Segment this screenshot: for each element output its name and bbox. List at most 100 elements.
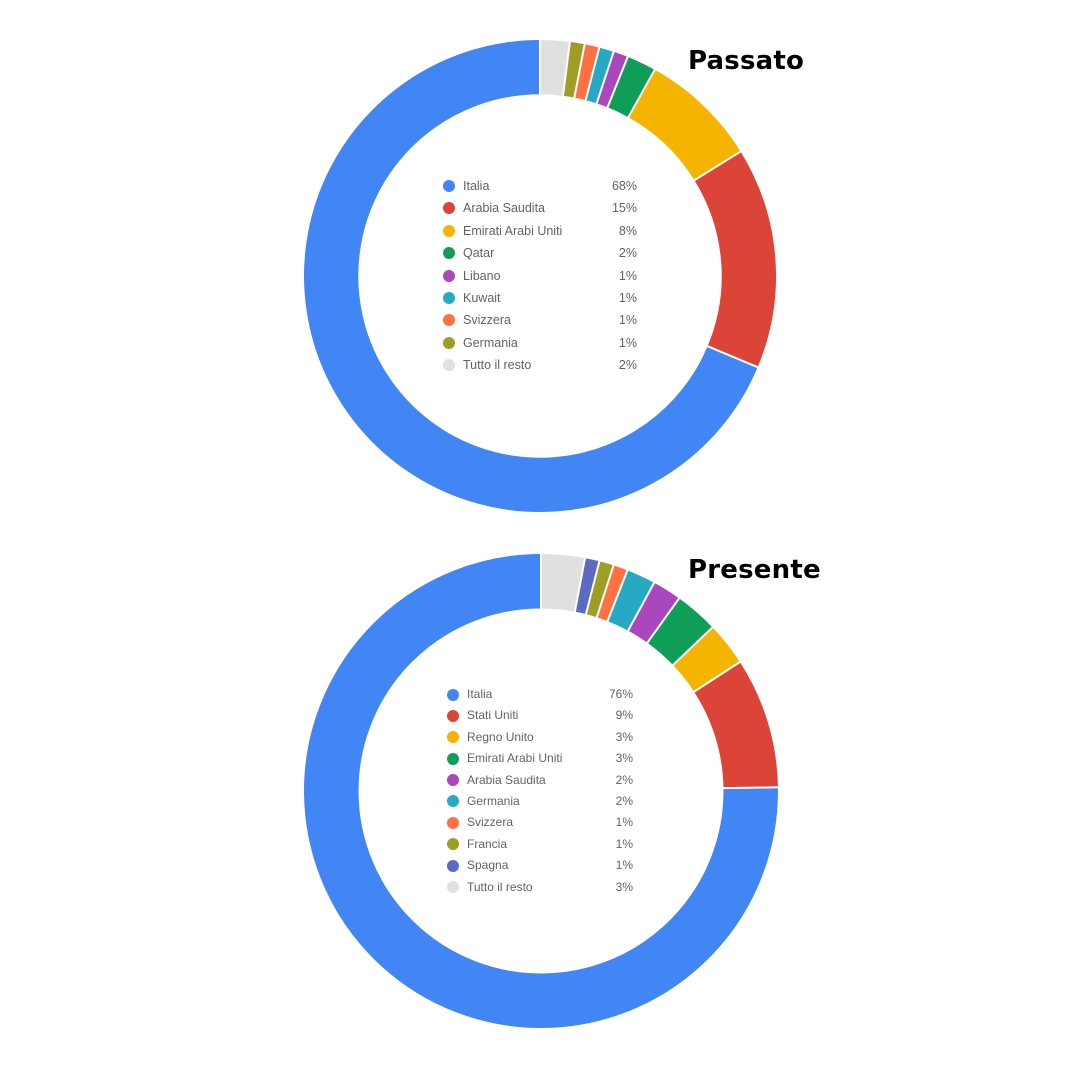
legend-label: Spagna [467, 858, 509, 873]
legend-label: Francia [467, 836, 508, 851]
legend-swatch [443, 202, 455, 215]
legend-label: Italia [467, 687, 493, 701]
slice-qatar [607, 56, 655, 118]
slice-emirati-arabi-uniti [627, 69, 741, 181]
legend-label: Kuwait [463, 290, 501, 305]
legend-swatch [447, 838, 459, 851]
slice-italia [304, 40, 758, 512]
legend-swatch [443, 247, 455, 260]
legend-item-svizzera: Svizzera 1% [447, 812, 637, 833]
legend-label: Arabia Saudita [467, 772, 546, 787]
legend-value: 2% [618, 246, 637, 261]
legend-label: Germania [467, 793, 520, 808]
slice-separator [706, 344, 759, 369]
legend-label: Germania [463, 335, 518, 350]
legend-value: 1% [618, 313, 637, 328]
legend-value: 8% [618, 223, 637, 238]
legend-label: Emirati Arabi Uniti [467, 751, 563, 766]
chart-title: Presente [688, 555, 821, 585]
slice-svizzera [596, 565, 628, 622]
legend-value: 2% [618, 358, 637, 373]
slice-separator [573, 556, 587, 613]
legend-swatch [447, 752, 459, 765]
legend-label: Tutto il resto [463, 358, 532, 373]
legend-label: Svizzera [467, 815, 514, 830]
slice-separator [626, 581, 656, 633]
legend-label: Qatar [463, 246, 495, 261]
legend-item-arabia-saudita: Arabia Saudita 2% [447, 770, 637, 791]
legend-item-kuwait: Kuwait 1% [443, 287, 641, 309]
legend-swatch [447, 881, 459, 894]
legend-value: 3% [615, 879, 633, 894]
legend-swatch [447, 795, 459, 808]
legend-swatch [443, 314, 455, 327]
legend-item-spagna: Spagna 1% [447, 855, 637, 876]
slice-separator [584, 560, 601, 616]
slice-separator [606, 569, 629, 623]
slice-separator [626, 68, 657, 119]
legend-item-emirati-arabi-uniti: Emirati Arabi Uniti 3% [447, 748, 637, 769]
legend-swatch [443, 359, 455, 372]
legend-value: 9% [615, 708, 633, 723]
presente-donut-chart [304, 553, 779, 1028]
legend-item-libano: Libano 1% [443, 265, 641, 287]
slice-arabia-saudita [627, 582, 680, 643]
slice-germania [607, 570, 655, 631]
legend-swatch [447, 731, 459, 744]
legend-value: 15% [611, 201, 637, 216]
passato-donut-chart [304, 39, 776, 512]
legend-swatch [443, 180, 455, 192]
legend-item-tutto-il-resto: Tutto il resto 2% [443, 354, 641, 376]
slice-separator [693, 150, 742, 182]
legend-item-francia: Francia 1% [447, 834, 637, 855]
chart-legend: Italia 76% Stati Uniti 9% Regno Unito 3% Emira… [447, 684, 637, 898]
legend-swatch [443, 224, 455, 237]
legend-item-emirati-arabi-uniti: Emirati Arabi Uniti 8% [443, 220, 641, 242]
legend-label: Arabia Saudita [463, 201, 546, 216]
legend-label: Svizzera [463, 313, 511, 328]
legend-value: 1% [618, 268, 637, 283]
slice-spagna [574, 558, 600, 615]
legend-item-stati-uniti: Stati Uniti 9% [447, 705, 637, 726]
legend-item-germania: Germania 1% [443, 332, 641, 354]
legend-item-arabia-saudita: Arabia Saudita 15% [443, 197, 641, 219]
slice-francia [585, 561, 614, 618]
slice-separator [595, 564, 615, 619]
slice-separator [606, 55, 630, 109]
legend-label: Tutto il resto [467, 879, 533, 894]
legend-swatch [447, 774, 459, 787]
legend-item-regno-unito: Regno Unito 3% [447, 727, 637, 748]
legend-item-italia: Italia 68% [443, 175, 641, 197]
presente-chart-panel: Presente Italia 76% Stati Uniti 9% Regno Uni… [0, 540, 1080, 1080]
slice-kuwait [585, 47, 614, 104]
slice-emirati-arabi-uniti [646, 598, 713, 666]
slice-regno-unito [672, 627, 740, 693]
slice-stati-uniti [693, 662, 778, 789]
chart-title: Passato [688, 46, 805, 76]
legend-value: 3% [615, 751, 633, 766]
legend-swatch [443, 336, 455, 349]
legend-label: Libano [463, 268, 501, 283]
legend-swatch [447, 816, 459, 829]
legend-value: 1% [615, 836, 633, 851]
legend-value: 1% [618, 335, 637, 350]
legend-item-svizzera: Svizzera 1% [443, 309, 641, 331]
slice-tutto-il-resto [540, 554, 585, 612]
legend-label: Emirati Arabi Uniti [463, 223, 563, 238]
legend-item-italia: Italia 76% [447, 684, 637, 705]
slice-separator [645, 597, 681, 645]
slice-separator [671, 625, 714, 667]
legend-value: 1% [615, 815, 633, 830]
legend-label: Stati Uniti [467, 708, 519, 723]
legend-item-tutto-il-resto: Tutto il resto 3% [447, 877, 637, 898]
slice-separator [595, 50, 615, 105]
slice-svizzera [574, 44, 600, 101]
legend-value: 1% [615, 858, 633, 873]
legend-item-germania: Germania 2% [447, 791, 637, 812]
legend-swatch [447, 709, 459, 722]
slice-tutto-il-resto [539, 40, 570, 96]
slice-separator [722, 786, 779, 790]
passato-chart-panel: Passato Italia 68% Arabia Saudita 15% Emirat… [304, 39, 805, 512]
legend-value: 76% [608, 687, 633, 701]
slice-separator [573, 43, 586, 99]
